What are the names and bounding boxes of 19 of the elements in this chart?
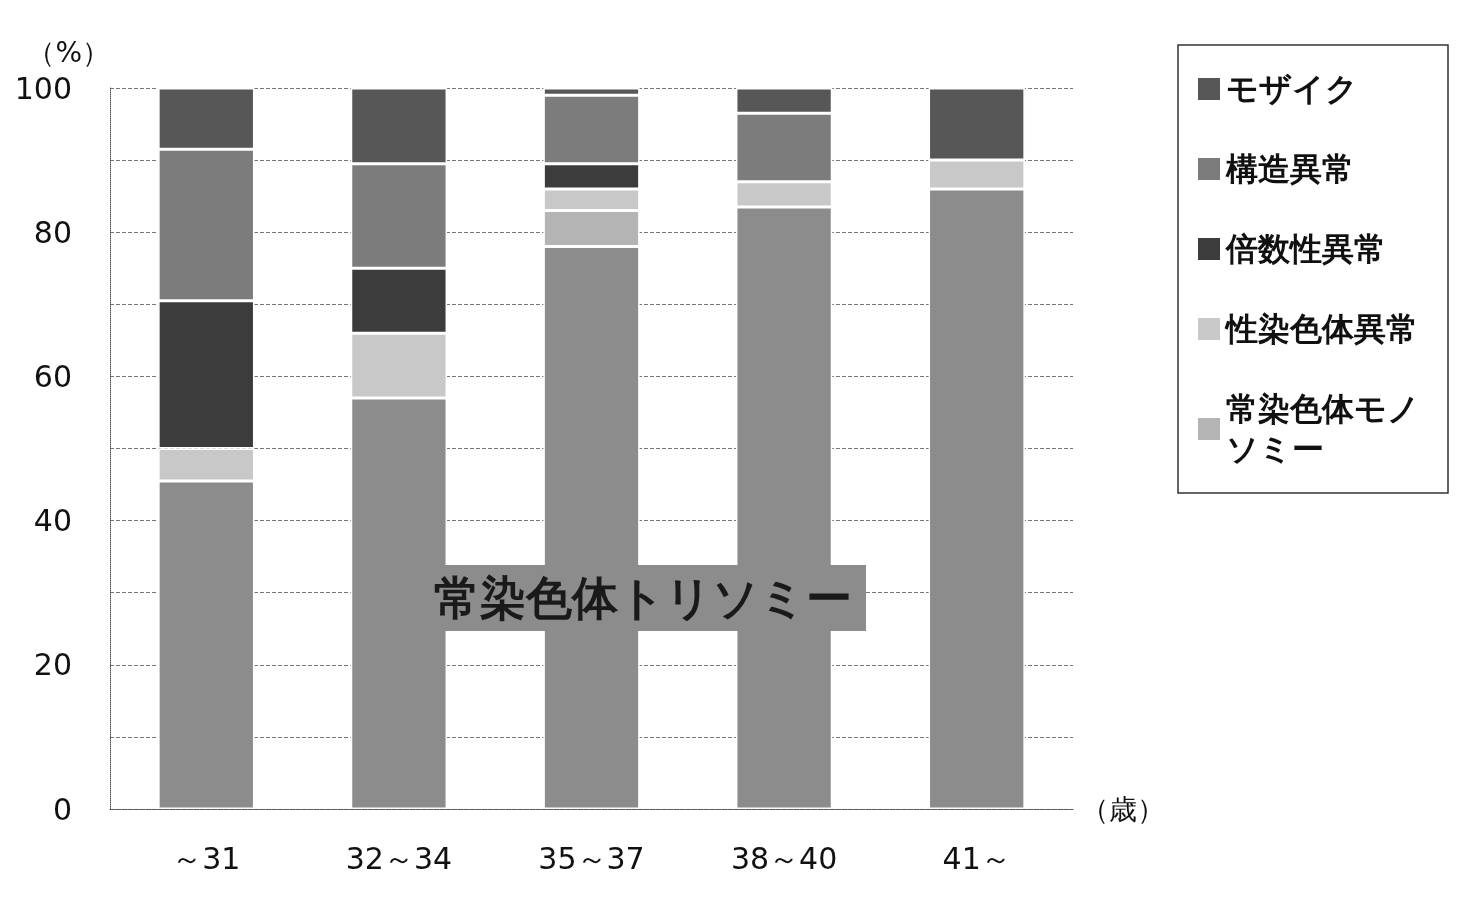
y-tick-label: 80: [33, 214, 72, 250]
y-tick-label: 0: [52, 791, 72, 827]
legend-label: 構造異常: [1225, 150, 1354, 188]
legend-label: 性染色体異常: [1224, 310, 1418, 348]
series-label: 常染色体トリソミー: [434, 571, 852, 625]
x-tick-label: 32～34: [345, 840, 453, 876]
legend-label: モザイク: [1226, 70, 1358, 108]
y-tick-label: 20: [33, 647, 72, 683]
y-tick-label: 40: [33, 503, 72, 539]
x-tick-label: 41～: [942, 840, 1011, 876]
y-axis-title: （%）: [27, 35, 110, 69]
x-tick-label: ～31: [172, 840, 241, 876]
x-tick-label: 35～37: [538, 840, 645, 876]
x-tick-label: 38～40: [730, 840, 838, 876]
x-axis-title: （歳）: [1081, 792, 1165, 826]
legend-label: 常染色体モノソミー: [1226, 390, 1420, 468]
y-tick-label: 60: [33, 358, 72, 394]
legend-label: 倍数性異常: [1225, 230, 1386, 268]
y-tick-label: 100: [14, 70, 72, 106]
